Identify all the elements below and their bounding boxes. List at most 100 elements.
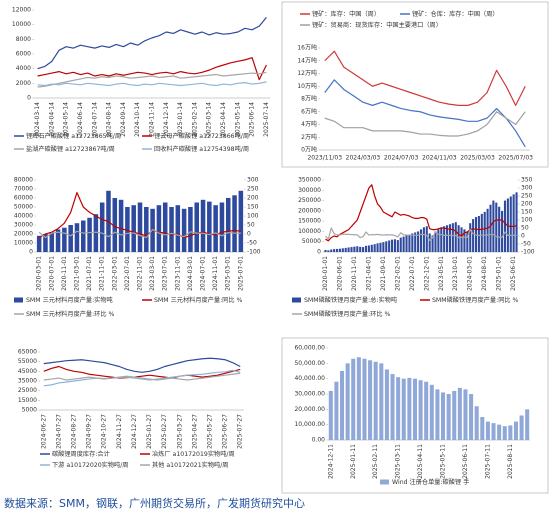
bar [407,377,412,440]
x-tick-label: 2024-03-01 [467,256,474,291]
bar [338,248,341,252]
y-tick-label: 8000 [16,36,31,43]
y-tick-label: 20,000.00 [294,406,325,413]
bar [188,207,193,252]
y-tick-label: 2000 [16,80,31,87]
legend-label: SMM磷酸铁锂月度产量:总:实物吨 [304,296,397,304]
y-tick-label: 25000 [18,387,37,394]
bar [491,423,496,440]
y-tick-label: 8万吨 [301,95,317,103]
bar [367,245,370,252]
bar [379,242,382,252]
bar [333,249,336,252]
y-tick-label: 0 [29,249,33,256]
x-tick-label: 2024-12-11 [327,444,334,479]
bar [424,381,429,440]
bar [402,236,405,252]
x-tick-label: 2021-11-01 [99,256,106,291]
y-tick-label: 0万吨 [301,146,317,154]
bar [401,378,406,440]
bar [181,208,187,252]
bar [441,392,446,440]
y-tick-label: 30000 [14,222,33,229]
y-tick-label: 70000 [14,186,33,193]
bar [324,249,327,252]
bar [509,196,512,252]
bar [328,390,333,440]
x-tick-label: 2020-06-01 [336,256,343,291]
bar [340,371,345,440]
y-tick-label: 2万吨 [301,133,317,141]
panel-frame [281,337,549,494]
bar [399,237,402,252]
bar [480,213,483,252]
y2-tick-label: 50 [521,225,529,232]
bar [169,207,174,252]
bar [446,225,449,252]
bar [503,200,507,252]
x-tick-label: 2024-10-27 [101,414,108,449]
bar [492,200,495,252]
x-tick-label: 2020-03-01 [36,256,43,291]
bar [466,231,469,252]
legend-label: SMM磷酸铁锂月度产量:同比 % [432,296,519,304]
bar [373,244,376,252]
x-tick-label: 2024-06-27 [40,414,47,449]
x-tick-label: 2025/07/03 [498,155,533,162]
y-tick-label: 65000 [18,349,37,356]
bar [382,242,385,252]
bar [501,210,504,252]
legend-swatch [14,297,23,303]
bar [463,229,466,252]
x-tick-label: 2025-05-27 [207,414,214,449]
source-note: 数据来源：SMM，钢联，广州期货交易所，广发期货研究中心 [4,496,305,510]
x-tick-label: 2025-05-11 [440,444,447,479]
bar [515,192,518,252]
x-tick-label: 2025-04-27 [191,414,198,449]
bar [495,202,498,252]
x-tick-label: 2022-03-01 [111,256,118,291]
legend-label: SMM 三元材料月度产量:环比 % [26,310,114,318]
bar [379,363,384,440]
bar [469,394,474,440]
bar [364,245,368,252]
x-tick-label: 2025-01-11 [350,444,357,479]
x-tick-label: 2025-04-14 [220,102,227,137]
bar [162,202,168,252]
y-tick-label: 10万吨 [297,82,317,90]
x-tick-label: 2025-02-11 [372,444,379,479]
x-tick-label: 2024/11/03 [422,155,457,162]
legend-label: Wind 注册仓单量:碳酸锂 手 [392,478,469,486]
bar [489,204,492,252]
x-tick-label: 2024-07-14 [91,102,98,137]
bar [330,249,333,252]
legend-label: 盐湖产碳酸锂 a12723867吨/周 [26,145,115,153]
y2-tick-label: 300 [521,185,533,192]
bar [350,247,353,252]
x-tick-label: 2021-04-01 [365,256,372,291]
y-tick-label: 50,000.00 [294,360,325,367]
x-tick-label: 2024-03-14 [34,102,41,137]
bar [451,223,454,252]
x-tick-label: 2024-05-14 [63,102,70,137]
bar [373,361,378,440]
legend-label: SMM磷酸铁锂月度产量:环比 % [304,310,391,318]
y-tick-label: 20000 [14,231,33,238]
y2-tick-label: -100 [521,249,535,256]
legend-swatch [380,479,389,485]
bar [440,227,443,252]
bar [512,194,515,252]
bar [417,231,420,252]
bar [408,234,411,252]
y-tick-label: 10,000.00 [294,421,325,428]
series-line [324,50,526,106]
y-tick-label: 200000 [298,207,321,214]
bar [390,374,395,440]
x-tick-label: 2025-07-14 [263,102,270,137]
bar [200,199,206,252]
x-tick-label: 2025-04-11 [417,444,424,479]
x-tick-label: 2024-08-27 [71,414,78,449]
bar [334,381,339,440]
x-tick-label: 2025-02-27 [161,414,168,449]
y2-tick-label: 150 [247,204,259,211]
